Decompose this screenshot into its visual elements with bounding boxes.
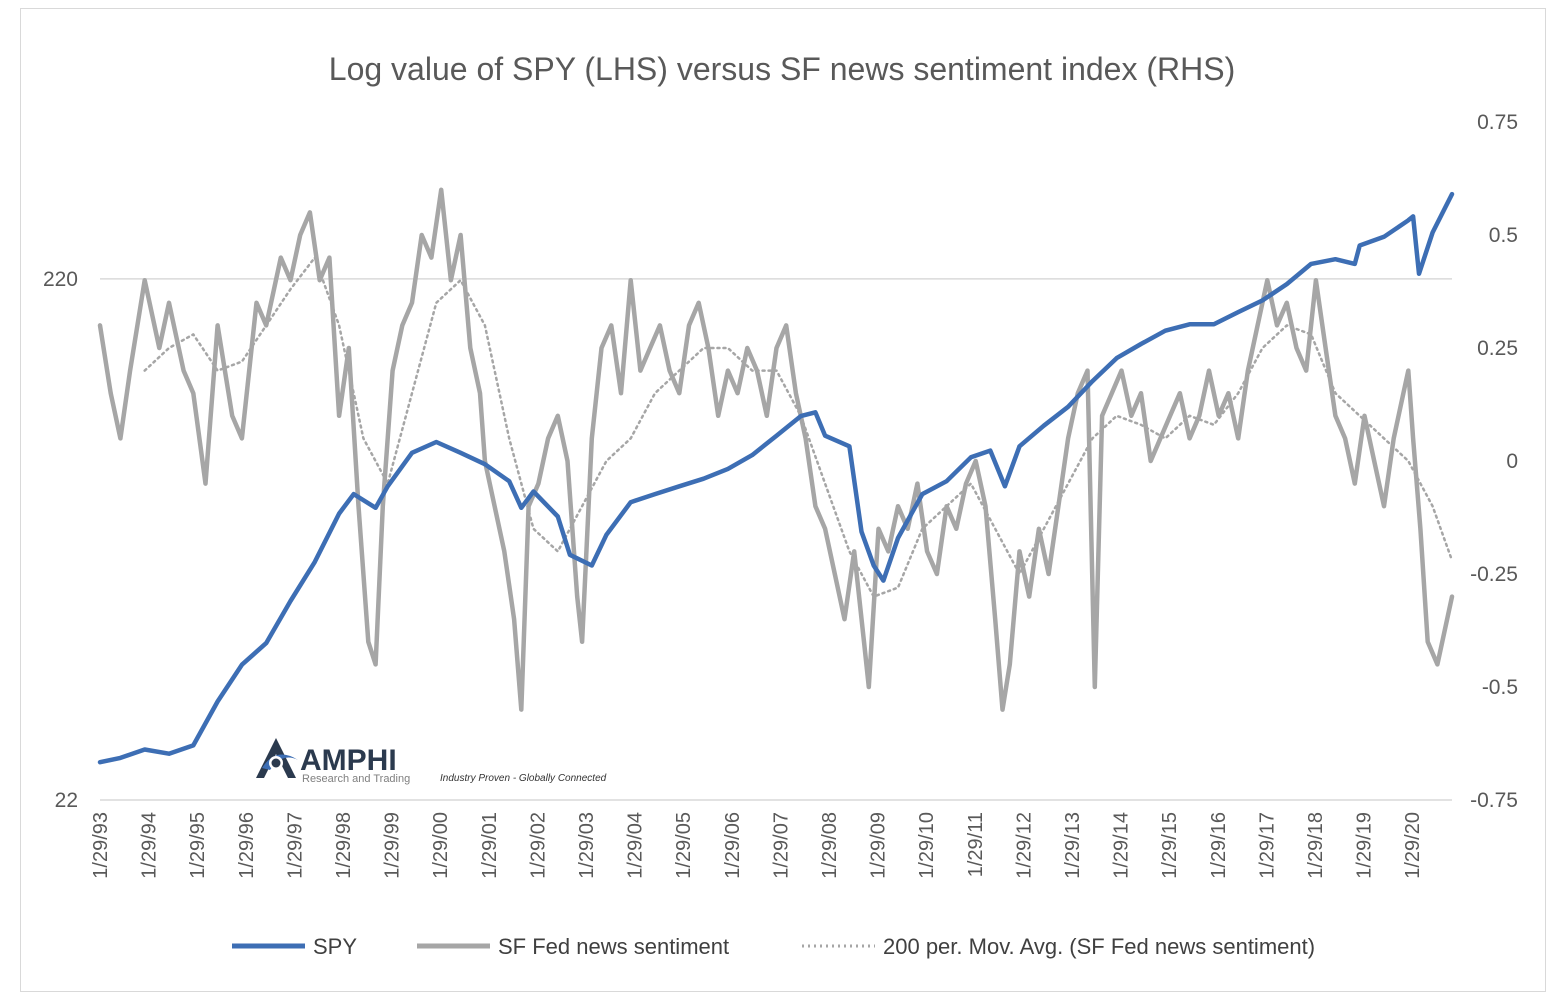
legend-label-spy: SPY — [313, 934, 357, 959]
x-tick-label-24: 1/29/17 — [1256, 812, 1278, 879]
legend-label-sentiment: SF Fed news sentiment — [498, 934, 729, 959]
x-tick-label-1: 1/29/94 — [139, 812, 161, 879]
x-tick-label-11: 1/29/04 — [625, 812, 647, 879]
x-tick-label-17: 1/29/10 — [916, 812, 938, 879]
amphi-logo-subtitle: Research and Trading — [302, 773, 410, 785]
x-tick-label-27: 1/29/20 — [1402, 812, 1424, 879]
x-tick-label-13: 1/29/06 — [722, 812, 744, 879]
left-tick-label-1: 220 — [43, 268, 78, 291]
right-tick-label-1: -0.5 — [1482, 676, 1518, 699]
x-tick-label-9: 1/29/02 — [527, 812, 549, 879]
x-tick-label-2: 1/29/95 — [187, 812, 209, 879]
x-tick-label-8: 1/29/01 — [479, 812, 501, 879]
right-tick-label-4: 0.25 — [1477, 337, 1518, 360]
x-tick-label-6: 1/29/99 — [382, 812, 404, 879]
left-axis: 22 220 — [43, 268, 78, 812]
x-tick-label-10: 1/29/03 — [576, 812, 598, 879]
amphi-tagline: Industry Proven - Globally Connected — [440, 773, 607, 784]
amphi-logo-text: AMPHI — [300, 744, 397, 777]
chart-title: Log value of SPY (LHS) versus SF news se… — [329, 51, 1235, 87]
amphi-logo: AMPHI Research and Trading Industry Prov… — [256, 738, 607, 785]
x-tick-label-26: 1/29/19 — [1354, 812, 1376, 879]
amphi-logo-icon — [256, 738, 298, 778]
x-tick-label-21: 1/29/14 — [1111, 812, 1133, 879]
left-tick-label-0: 22 — [55, 789, 78, 812]
legend: SPY SF Fed news sentiment 200 per. Mov. … — [232, 934, 1315, 959]
x-tick-label-14: 1/29/07 — [770, 812, 792, 879]
x-tick-label-7: 1/29/00 — [430, 812, 452, 879]
x-tick-label-3: 1/29/96 — [236, 812, 258, 879]
x-tick-label-0: 1/29/93 — [90, 812, 112, 879]
right-tick-label-0: -0.75 — [1470, 789, 1518, 812]
legend-label-moving-average: 200 per. Mov. Avg. (SF Fed news sentimen… — [883, 934, 1315, 959]
x-tick-label-19: 1/29/12 — [1013, 812, 1035, 879]
series-layer — [97, 187, 1455, 765]
x-tick-label-18: 1/29/11 — [965, 812, 987, 877]
right-tick-label-3: 0 — [1506, 450, 1518, 473]
series-sentiment-line — [97, 187, 1455, 712]
right-tick-label-5: 0.5 — [1489, 224, 1518, 247]
x-axis: 1/29/93 1/29/94 1/29/95 1/29/96 1/29/97 1/29/… — [90, 812, 1424, 879]
x-tick-label-20: 1/29/13 — [1062, 812, 1084, 879]
x-tick-label-25: 1/29/18 — [1305, 812, 1327, 879]
x-tick-label-15: 1/29/08 — [819, 812, 841, 879]
x-tick-label-4: 1/29/97 — [284, 812, 306, 879]
x-tick-label-23: 1/29/16 — [1208, 812, 1230, 879]
x-tick-label-16: 1/29/09 — [868, 812, 890, 879]
right-tick-label-6: 0.75 — [1477, 111, 1518, 134]
chart-frame — [20, 8, 1546, 992]
x-tick-label-5: 1/29/98 — [333, 812, 355, 879]
right-tick-label-2: -0.25 — [1470, 563, 1518, 586]
right-axis: -0.75 -0.5 -0.25 0 0.25 0.5 0.75 — [1470, 111, 1518, 812]
series-moving-average-line — [143, 256, 1454, 598]
x-tick-label-12: 1/29/05 — [673, 812, 695, 879]
x-tick-label-22: 1/29/15 — [1159, 812, 1181, 879]
series-spy-line — [97, 191, 1455, 765]
grid — [100, 278, 1452, 801]
